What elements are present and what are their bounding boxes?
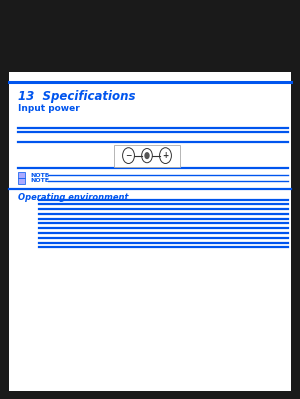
FancyBboxPatch shape bbox=[18, 178, 25, 184]
Text: −: − bbox=[125, 151, 132, 160]
Text: +: + bbox=[162, 151, 169, 160]
FancyBboxPatch shape bbox=[114, 144, 180, 167]
Text: Input power: Input power bbox=[18, 104, 80, 113]
Text: 13  Specifications: 13 Specifications bbox=[18, 90, 136, 103]
FancyBboxPatch shape bbox=[18, 172, 25, 178]
FancyBboxPatch shape bbox=[9, 72, 291, 391]
Circle shape bbox=[144, 152, 150, 159]
Circle shape bbox=[123, 148, 134, 164]
Text: NOTE: NOTE bbox=[30, 173, 49, 178]
Text: Operating environment: Operating environment bbox=[18, 193, 128, 202]
Circle shape bbox=[142, 148, 152, 163]
Text: NOTE: NOTE bbox=[30, 178, 49, 183]
Circle shape bbox=[160, 148, 171, 164]
